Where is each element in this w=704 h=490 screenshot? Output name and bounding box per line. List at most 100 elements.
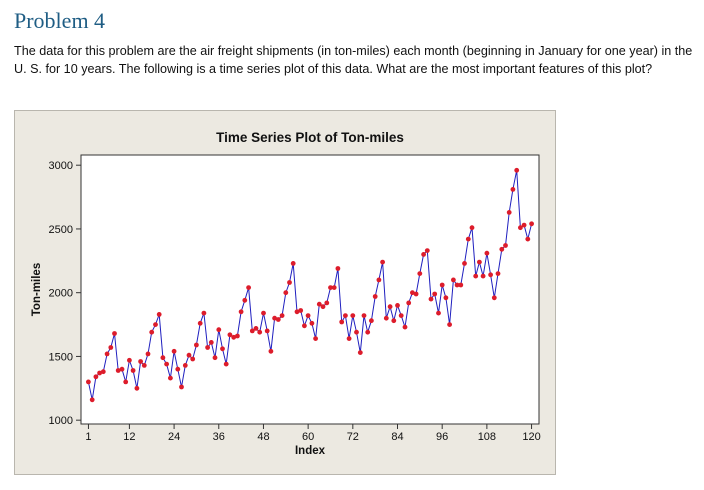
data-point [275, 317, 281, 322]
data-point [261, 310, 266, 316]
data-point [439, 282, 445, 288]
data-point [477, 259, 482, 265]
data-point [480, 273, 486, 279]
data-point [283, 290, 289, 296]
data-markers [86, 167, 534, 403]
data-point [357, 350, 363, 355]
x-tick-label: 108 [478, 431, 496, 443]
data-point [287, 280, 292, 285]
y-tick-label: 2500 [49, 224, 73, 236]
data-point [253, 326, 259, 331]
data-point [290, 261, 296, 266]
data-point [119, 366, 125, 372]
data-point [369, 318, 374, 324]
data-point [279, 313, 285, 318]
data-point [89, 397, 95, 403]
data-point [320, 304, 326, 310]
data-point [383, 315, 389, 321]
data-point [506, 210, 512, 215]
x-tick-label: 48 [257, 431, 269, 443]
data-point [413, 291, 419, 297]
data-point [387, 304, 393, 310]
data-point [443, 295, 449, 301]
data-point [164, 361, 170, 367]
data-point [149, 329, 155, 335]
data-point [514, 167, 520, 173]
data-point [380, 259, 385, 265]
data-point [365, 329, 371, 335]
x-tick-label: 12 [123, 431, 135, 443]
y-tick-label: 3000 [49, 160, 73, 172]
problem-prompt: The data for this problem are the air fr… [14, 44, 693, 76]
data-point [469, 225, 475, 231]
data-point [447, 322, 452, 327]
data-point [410, 290, 415, 296]
data-point [343, 313, 348, 318]
data-point [518, 225, 523, 231]
data-point [227, 332, 233, 338]
data-point [93, 374, 99, 380]
data-point [264, 328, 270, 334]
data-point [488, 272, 493, 278]
data-point [305, 313, 311, 318]
data-point [127, 357, 132, 363]
data-point [428, 296, 434, 302]
data-point [171, 348, 177, 354]
data-point [391, 318, 397, 324]
time-series-chart: Time Series Plot of Ton-miles 1000 1500 20… [31, 130, 541, 457]
data-point [328, 285, 333, 290]
data-point [354, 329, 359, 335]
data-point [235, 333, 240, 339]
data-point [421, 252, 426, 257]
data-point [168, 375, 173, 381]
data-point [331, 285, 337, 290]
data-point [130, 368, 136, 373]
x-tick-label: 36 [213, 431, 225, 443]
data-point [473, 273, 479, 279]
data-point [417, 271, 423, 276]
data-point [339, 319, 345, 325]
data-point [495, 271, 501, 276]
data-point [249, 328, 255, 334]
x-tick-label: 60 [302, 431, 314, 443]
data-point [398, 313, 404, 318]
data-point [406, 300, 412, 306]
data-point [123, 379, 129, 385]
chart-title: Time Series Plot of Ton-miles [216, 130, 404, 145]
x-tick-label: 72 [347, 431, 359, 443]
data-point [491, 295, 497, 301]
data-point [257, 329, 263, 335]
data-point [510, 187, 516, 192]
data-point [436, 310, 441, 316]
data-point [182, 363, 188, 368]
data-point [134, 385, 140, 391]
data-point [324, 300, 330, 306]
data-point [503, 243, 508, 248]
y-tick-label: 1500 [49, 351, 73, 363]
y-tick-label: 2000 [49, 288, 73, 300]
data-point [529, 221, 534, 227]
y-tick-label: 1000 [49, 415, 73, 427]
x-tick-label: 24 [168, 431, 180, 443]
data-point [376, 277, 382, 283]
data-point [179, 384, 184, 390]
data-point [268, 348, 274, 354]
data-point [175, 366, 181, 372]
data-point [521, 222, 527, 228]
data-point [153, 322, 158, 327]
data-point [361, 313, 367, 318]
data-point [499, 246, 505, 252]
data-point [100, 369, 106, 375]
data-point [432, 291, 438, 297]
data-point [141, 363, 147, 368]
x-tick-label: 84 [391, 431, 403, 443]
data-point [335, 266, 341, 271]
data-point [298, 308, 304, 313]
data-point [350, 313, 356, 318]
data-point [220, 346, 225, 352]
data-point [97, 370, 102, 376]
data-point [346, 336, 352, 341]
x-tick-label: 1 [85, 431, 91, 443]
data-point [160, 355, 166, 361]
data-point [316, 301, 322, 307]
